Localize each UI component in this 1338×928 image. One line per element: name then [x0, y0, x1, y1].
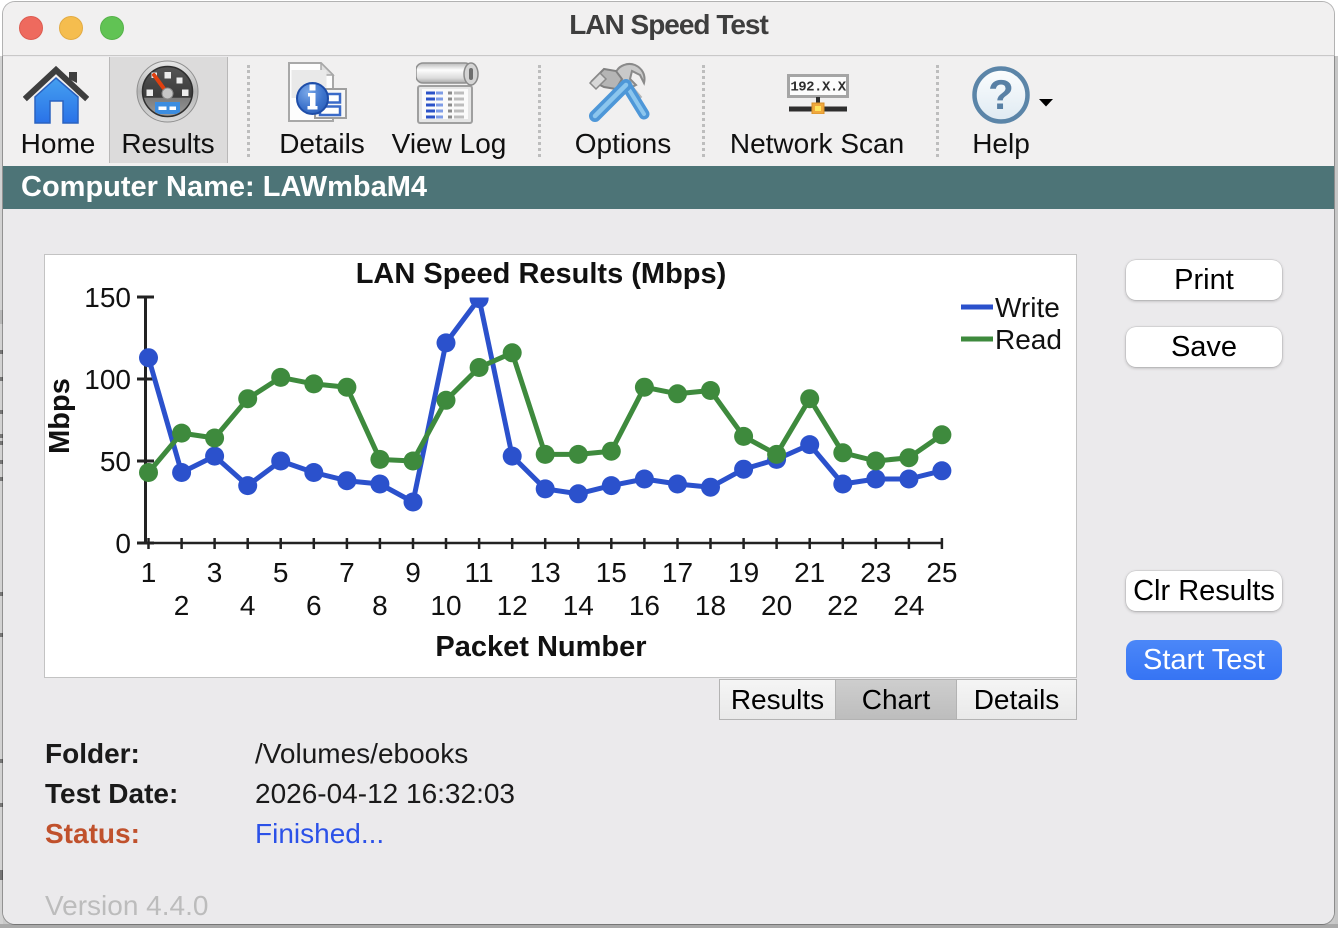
- svg-text:11: 11: [465, 557, 494, 588]
- svg-text:8: 8: [372, 590, 388, 621]
- svg-text:22: 22: [827, 590, 858, 621]
- svg-text:4: 4: [240, 590, 256, 621]
- svg-text:0: 0: [115, 528, 131, 559]
- svg-text:12: 12: [497, 590, 528, 621]
- svg-text:19: 19: [728, 557, 759, 588]
- svg-text:7: 7: [339, 557, 355, 588]
- svg-text:3: 3: [207, 557, 223, 588]
- svg-text:25: 25: [926, 557, 957, 588]
- svg-text:LAN Speed Results (Mbps): LAN Speed Results (Mbps): [356, 258, 727, 290]
- svg-text:18: 18: [695, 590, 726, 621]
- svg-text:5: 5: [273, 557, 289, 588]
- svg-text:17: 17: [662, 557, 693, 588]
- svg-text:1: 1: [141, 557, 157, 588]
- svg-text:192.X.X: 192.X.X: [790, 80, 846, 96]
- svg-text:20: 20: [761, 590, 792, 621]
- svg-text:9: 9: [405, 557, 421, 588]
- svg-text:150: 150: [84, 282, 131, 313]
- svg-text:23: 23: [860, 557, 891, 588]
- svg-text:13: 13: [530, 557, 561, 588]
- svg-text:?: ?: [988, 71, 1014, 118]
- svg-text:21: 21: [794, 557, 825, 588]
- svg-text:2: 2: [174, 590, 190, 621]
- svg-text:Write: Write: [995, 292, 1060, 323]
- svg-text:15: 15: [596, 557, 627, 588]
- svg-text:Mbps: Mbps: [45, 378, 76, 454]
- svg-text:6: 6: [306, 590, 322, 621]
- svg-text:Read: Read: [995, 324, 1062, 355]
- svg-text:16: 16: [629, 590, 660, 621]
- svg-text:10: 10: [430, 590, 461, 621]
- svg-text:14: 14: [563, 590, 594, 621]
- svg-text:50: 50: [100, 446, 131, 477]
- svg-text:100: 100: [84, 364, 131, 395]
- svg-text:24: 24: [893, 590, 924, 621]
- svg-text:Packet Number: Packet Number: [435, 631, 646, 663]
